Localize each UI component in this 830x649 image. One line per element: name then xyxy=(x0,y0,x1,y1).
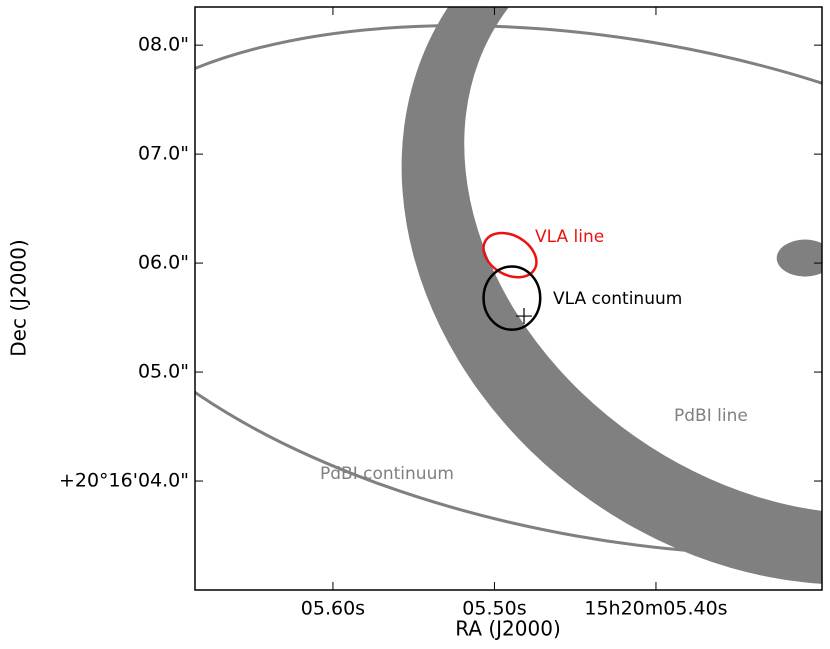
y-tick-label: 08.0" xyxy=(138,34,189,56)
annotation: PdBI line xyxy=(674,406,748,426)
x-tick-label: 05.60s xyxy=(301,598,365,620)
y-tick-label: 06.0" xyxy=(138,252,189,274)
frame xyxy=(194,6,823,591)
marker xyxy=(516,308,533,325)
ellipse xyxy=(195,23,822,557)
ring xyxy=(401,7,822,584)
y-tick-label: 05.0" xyxy=(138,361,189,383)
annotation: VLA continuum xyxy=(553,289,682,309)
beam xyxy=(776,239,822,277)
ellipse xyxy=(482,231,538,279)
x-axis-label: RA (J2000) xyxy=(455,617,561,641)
annotation: PdBI continuum xyxy=(320,464,454,484)
y-tick-label: +20°16'04.0" xyxy=(59,470,189,492)
x-tick-label: 05.50s xyxy=(462,598,526,620)
y-axis-label: Dec (J2000) xyxy=(7,239,31,356)
annotation: VLA line xyxy=(535,227,604,247)
y-tick-label: 07.0" xyxy=(138,143,189,165)
x-tick-label: 15h20m05.40s xyxy=(584,598,727,620)
ellipse xyxy=(482,265,542,331)
plot-area xyxy=(195,7,822,584)
